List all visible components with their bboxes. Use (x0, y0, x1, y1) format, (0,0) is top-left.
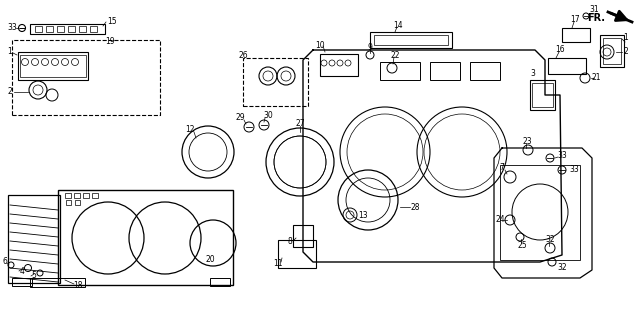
Bar (68, 26, 75, 32)
Text: 32: 32 (545, 236, 555, 245)
Bar (74, 193, 80, 198)
Text: 15: 15 (107, 17, 117, 26)
Text: 6: 6 (3, 257, 8, 266)
Bar (35, 26, 42, 32)
Text: 9: 9 (367, 42, 372, 51)
Text: 28: 28 (410, 202, 420, 212)
Bar (57, 26, 64, 32)
Bar (532, 83, 553, 107)
Text: 32: 32 (557, 264, 567, 272)
Text: 17: 17 (570, 16, 580, 25)
Text: FR.: FR. (587, 13, 605, 23)
Text: 18: 18 (73, 280, 83, 290)
Bar (210, 278, 230, 286)
Bar (66, 200, 71, 205)
Text: 33: 33 (7, 23, 17, 32)
Bar (470, 62, 500, 80)
Bar (12, 40, 160, 115)
Text: 2: 2 (8, 87, 12, 96)
Bar (30, 278, 85, 287)
Text: 5: 5 (31, 271, 36, 280)
Bar (46, 26, 53, 32)
Text: 3: 3 (531, 70, 536, 79)
Bar (500, 165, 580, 260)
Bar (20, 55, 86, 77)
Bar (600, 35, 624, 67)
Bar (293, 225, 313, 247)
Text: 14: 14 (393, 21, 403, 30)
Text: 33: 33 (557, 152, 567, 160)
Bar (530, 80, 555, 110)
Bar (18, 52, 88, 80)
Text: 24: 24 (495, 216, 505, 225)
Bar (30, 24, 105, 34)
Text: 1: 1 (623, 33, 628, 42)
Text: 7: 7 (500, 163, 504, 173)
Bar (79, 26, 86, 32)
FancyArrowPatch shape (611, 11, 627, 21)
Text: 12: 12 (185, 125, 195, 134)
Text: 31: 31 (589, 6, 599, 14)
Text: 8: 8 (287, 237, 292, 246)
Text: 11: 11 (273, 259, 283, 267)
Bar (370, 32, 452, 48)
Bar (92, 193, 98, 198)
Text: 22: 22 (390, 51, 400, 60)
Bar (278, 240, 316, 268)
Text: 30: 30 (263, 111, 273, 120)
Text: 21: 21 (591, 74, 601, 82)
Text: 26: 26 (238, 51, 248, 61)
Bar (65, 193, 71, 198)
Bar (243, 58, 308, 106)
Text: 4: 4 (20, 266, 24, 275)
Bar (603, 38, 621, 64)
Text: 10: 10 (315, 41, 325, 50)
Text: 29: 29 (235, 114, 245, 123)
Text: 1: 1 (8, 47, 12, 56)
Text: 27: 27 (295, 119, 305, 129)
Text: 2: 2 (623, 47, 628, 56)
Text: 25: 25 (517, 241, 527, 250)
Bar (320, 54, 358, 76)
Text: 19: 19 (105, 37, 115, 46)
Text: 20: 20 (205, 256, 215, 265)
Bar (8, 195, 60, 283)
Bar (562, 28, 590, 42)
Text: 33: 33 (569, 165, 579, 174)
Bar (83, 193, 89, 198)
Bar (12, 278, 32, 286)
Bar (380, 62, 420, 80)
Bar (90, 26, 97, 32)
Bar (75, 200, 80, 205)
Text: 13: 13 (358, 211, 368, 220)
Text: 23: 23 (522, 138, 532, 147)
Bar (548, 58, 586, 74)
Bar (374, 35, 448, 45)
Bar (430, 62, 460, 80)
Text: 16: 16 (555, 46, 565, 55)
Bar (58, 190, 233, 285)
